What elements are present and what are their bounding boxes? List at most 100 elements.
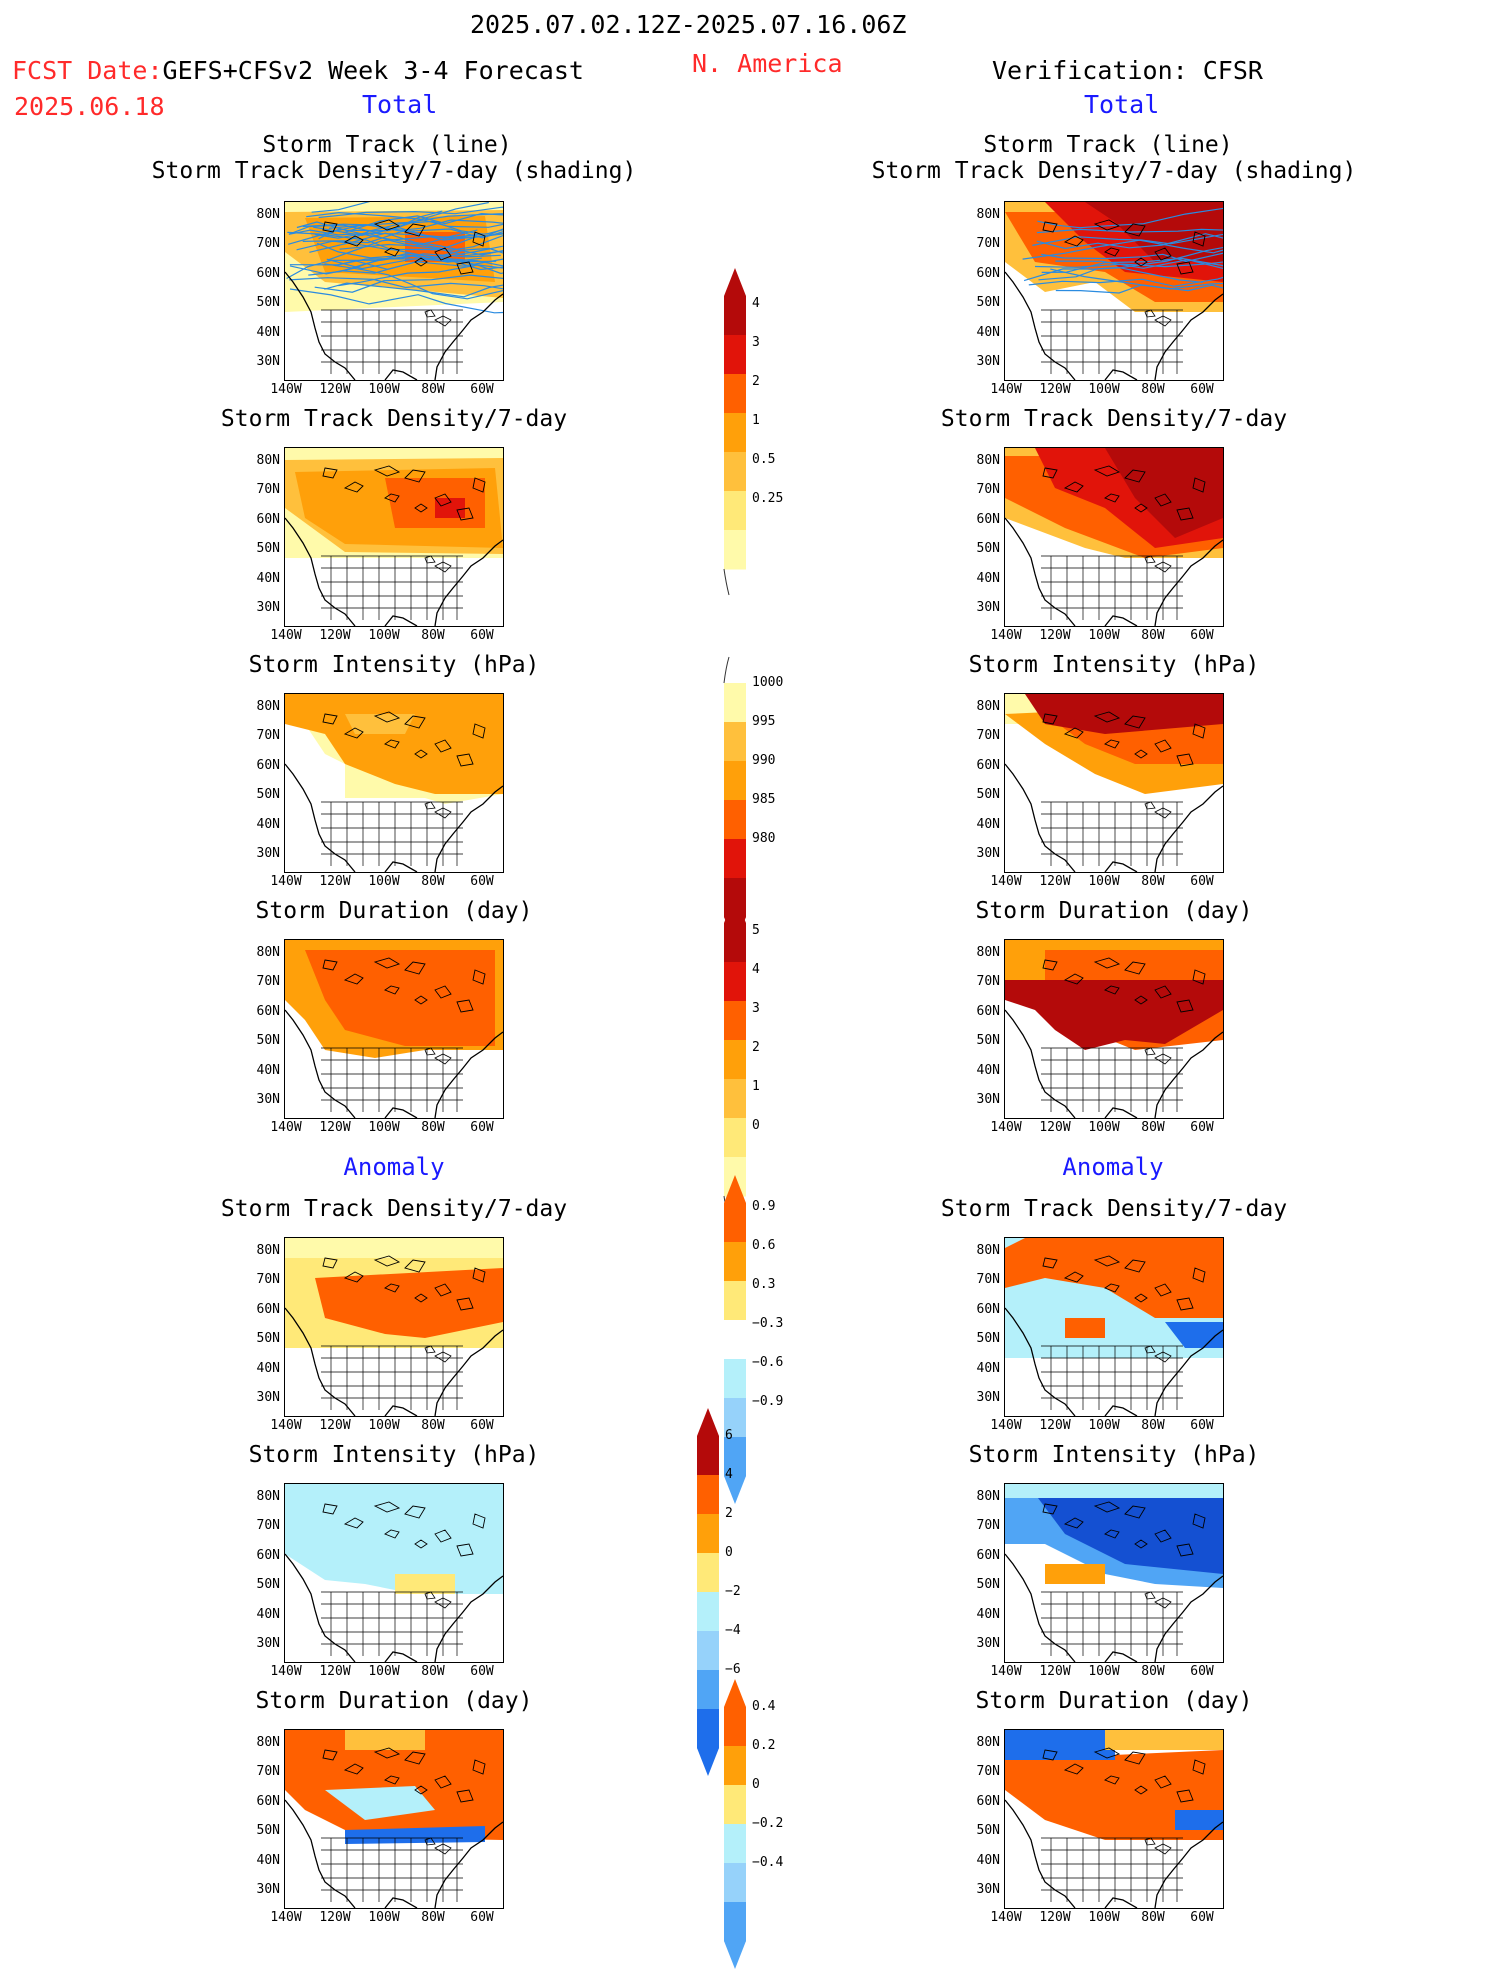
colorbar-swatch: [724, 800, 746, 840]
lat-label: 80N: [256, 945, 280, 960]
coastline: [1041, 801, 1183, 866]
colorbar-label: −0.2: [752, 1816, 784, 1831]
shading-zone: [1105, 1730, 1223, 1750]
colorbar-label: 2: [725, 1506, 733, 1521]
storm-track-line: [311, 202, 371, 213]
shading-zone: [1165, 1322, 1223, 1348]
title-track-line-left: Storm Track (line): [262, 132, 512, 158]
lon-label: 100W: [1088, 382, 1120, 397]
colorbar-label: 0.25: [752, 491, 784, 506]
lon-label: 120W: [319, 382, 351, 397]
colorbar-swatch: [724, 491, 746, 531]
title-intensity-left: Storm Intensity (hPa): [248, 652, 540, 678]
shading-zone: [1005, 1750, 1223, 1840]
map-canvas-left-4: [285, 940, 503, 1118]
title-anom-intensity-left: Storm Intensity (hPa): [248, 1442, 540, 1468]
coastline: [322, 465, 486, 521]
lon-label: 60W: [470, 628, 494, 643]
lat-label: 30N: [976, 1882, 1000, 1897]
colorbar-label: 0: [752, 1118, 760, 1133]
lat-label: 50N: [976, 1331, 1000, 1347]
storm-track-line: [289, 253, 501, 266]
storm-track-line: [343, 212, 503, 234]
map-canvas-left-7: [285, 1730, 503, 1908]
lat-label: 70N: [256, 1272, 280, 1288]
coastline: [321, 555, 463, 620]
lon-label: 120W: [319, 1418, 351, 1433]
lat-label: 40N: [976, 570, 1000, 586]
lat-label: 70N: [976, 482, 1000, 498]
colorbar-label: 6: [725, 1428, 733, 1443]
storm-track-line: [289, 277, 503, 290]
coastline: [1144, 555, 1172, 573]
lat-label: 50N: [976, 541, 1000, 557]
shading-zone: [1005, 980, 1223, 1050]
storm-track-line: [1050, 268, 1223, 290]
lat-label: 50N: [256, 1577, 280, 1593]
map-canvas-right-7: [1005, 1730, 1223, 1908]
shading-zone: [305, 950, 495, 1046]
lon-label: 100W: [1088, 874, 1120, 889]
lat-label: 80N: [256, 1243, 280, 1258]
lat-label: 30N: [976, 1390, 1000, 1405]
fcst-label: FCST Date:GEFS+CFSv2 Week 3-4 Forecast: [12, 56, 584, 85]
coastline: [424, 1837, 452, 1855]
coastline: [1042, 711, 1206, 767]
storm-track-line: [1037, 207, 1223, 229]
lat-label: 30N: [256, 1390, 280, 1405]
colorbar-cap: [723, 656, 730, 684]
colorbar-anom-density: [724, 1175, 746, 1504]
coastline: [1041, 555, 1183, 620]
lon-label: 60W: [1190, 628, 1214, 643]
coastline: [1144, 1837, 1172, 1855]
lat-label: 30N: [256, 846, 280, 861]
colorbar-label: 0.4: [752, 1699, 776, 1714]
lat-label: 50N: [256, 1033, 280, 1049]
lat-label: 40N: [976, 1062, 1000, 1078]
title-anom-duration-left: Storm Duration (day): [255, 1688, 533, 1714]
colorbar-label: 3: [752, 335, 760, 350]
lon-label: 80W: [421, 1910, 445, 1925]
map-canvas-left-6: [285, 1484, 503, 1662]
title-anom-density-left: Storm Track Density/7-day: [220, 1196, 568, 1222]
coastline: [424, 1591, 452, 1609]
lon-label: 140W: [270, 1910, 302, 1925]
title-anom-intensity-right: Storm Intensity (hPa): [968, 1442, 1260, 1468]
title-density-right: Storm Track Density/7-day: [940, 406, 1288, 432]
colorbar-swatch: [724, 1824, 746, 1864]
lat-label: 60N: [256, 511, 280, 527]
lon-label: 140W: [990, 382, 1022, 397]
title-duration-right: Storm Duration (day): [975, 898, 1253, 924]
coastline: [322, 1501, 486, 1557]
colorbar-cap: [724, 1679, 746, 1707]
shading-zone: [285, 1730, 503, 1840]
lon-label: 120W: [1039, 382, 1071, 397]
lat-label: 70N: [976, 1518, 1000, 1534]
colorbar-swatch: [724, 1040, 746, 1080]
colorbar-cap: [724, 268, 746, 296]
colorbar-swatch: [697, 1592, 719, 1632]
colorbar-label: −6: [725, 1662, 741, 1677]
lat-label: 80N: [256, 699, 280, 714]
coastline: [321, 309, 463, 374]
lon-label: 60W: [1190, 1120, 1214, 1135]
map-left-5: [284, 1237, 504, 1417]
lat-label: 30N: [976, 1092, 1000, 1107]
colorbar-swatch: [697, 1709, 719, 1749]
lon-label: 80W: [421, 1664, 445, 1679]
colorbar-swatch: [724, 1707, 746, 1747]
colorbar-label: 995: [752, 714, 776, 729]
coastline: [321, 1345, 463, 1410]
colorbar-swatch: [724, 683, 746, 723]
colorbar-label: 990: [752, 753, 776, 768]
lon-label: 120W: [319, 1664, 351, 1679]
lat-label: 50N: [976, 1577, 1000, 1593]
lat-label: 50N: [256, 1823, 280, 1839]
map-right-1: [1004, 201, 1224, 381]
lon-label: 140W: [270, 874, 302, 889]
lat-label: 30N: [256, 1882, 280, 1897]
coastline: [1041, 1345, 1183, 1410]
colorbar-swatch: [724, 1437, 746, 1477]
lat-label: 40N: [256, 1852, 280, 1868]
title-track-shading-right: Storm Track Density/7-day (shading): [871, 158, 1357, 184]
